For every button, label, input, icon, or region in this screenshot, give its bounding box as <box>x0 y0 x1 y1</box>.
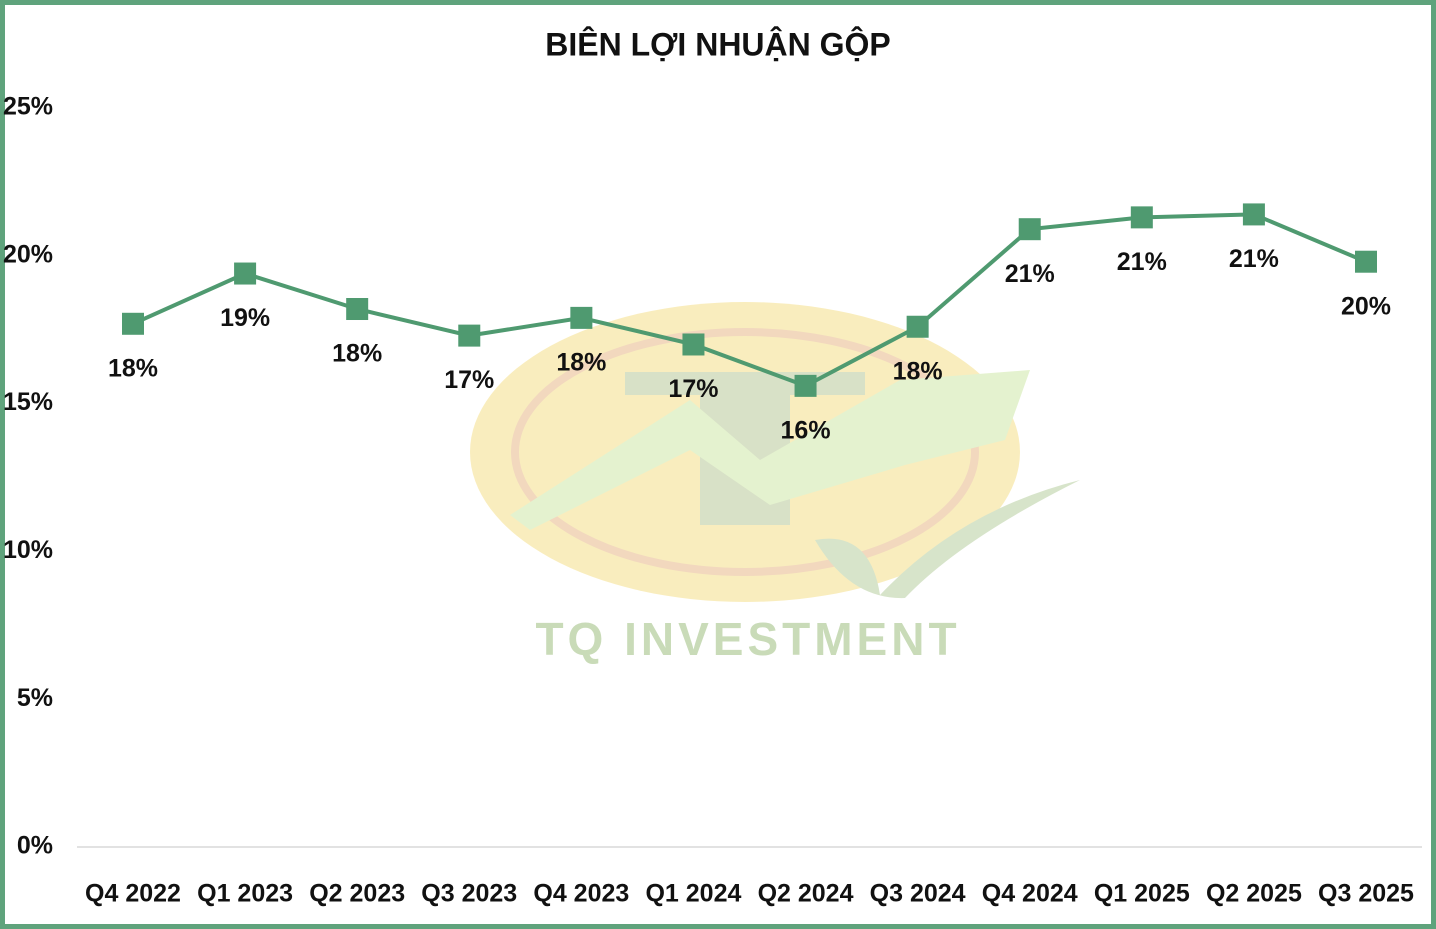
data-label: 18% <box>893 357 943 385</box>
marker <box>346 298 369 321</box>
marker <box>682 333 705 356</box>
x-tick-label: Q4 2024 <box>982 880 1078 908</box>
marker <box>1355 250 1377 273</box>
x-tick-label: Q2 2025 <box>1206 880 1302 908</box>
x-tick-label: Q4 2022 <box>85 880 181 908</box>
data-label: 20% <box>1341 292 1391 320</box>
marker <box>122 312 144 335</box>
x-tick-label: Q1 2024 <box>645 880 741 908</box>
x-tick-label: Q3 2024 <box>870 880 966 908</box>
marker <box>1242 203 1265 226</box>
marker <box>906 315 929 338</box>
marker <box>1130 206 1153 229</box>
marker <box>1018 218 1041 241</box>
chart-title: BIÊN LỢI NHUẬN GỘP <box>545 26 891 62</box>
x-tick-label: Q1 2025 <box>1094 880 1190 908</box>
watermark-text: TQ INVESTMENT <box>535 613 960 665</box>
data-label: 19% <box>220 304 270 332</box>
x-tick-label: Q2 2023 <box>309 880 405 908</box>
x-tick-label: Q2 2024 <box>758 880 854 908</box>
marker <box>234 262 257 285</box>
data-label: 21% <box>1005 260 1055 288</box>
data-label: 21% <box>1229 245 1279 273</box>
y-tick-label: 5% <box>17 684 53 712</box>
data-label: 16% <box>781 416 831 444</box>
data-label: 18% <box>108 354 158 382</box>
y-tick-label: 25% <box>3 93 53 121</box>
x-tick-label: Q3 2023 <box>421 880 517 908</box>
x-tick-label: Q4 2023 <box>533 880 629 908</box>
y-tick-label: 10% <box>3 536 53 564</box>
y-tick-label: 0% <box>17 832 53 860</box>
marker <box>570 306 593 329</box>
marker <box>794 374 817 397</box>
y-tick-label: 20% <box>3 240 53 268</box>
x-tick-label: Q3 2025 <box>1318 880 1414 908</box>
data-label: 18% <box>556 348 606 376</box>
data-label: 17% <box>668 375 718 403</box>
data-label: 18% <box>332 340 382 368</box>
data-label: 21% <box>1117 248 1167 276</box>
marker <box>458 324 481 347</box>
data-label: 17% <box>444 366 494 394</box>
line <box>132 212 1367 389</box>
watermark-logo <box>470 302 1080 602</box>
x-tick-label: Q1 2023 <box>197 880 293 908</box>
y-tick-label: 15% <box>3 388 53 416</box>
